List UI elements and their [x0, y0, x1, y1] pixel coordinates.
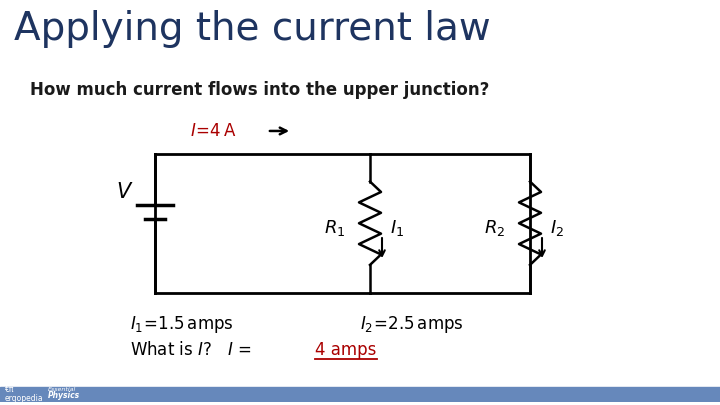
Text: Physics: Physics: [48, 391, 80, 401]
Text: $I\!=\!4\,\mathrm{A}$: $I\!=\!4\,\mathrm{A}$: [190, 122, 236, 140]
Text: What is $I$?   $I\,=\,$: What is $I$? $I\,=\,$: [130, 341, 252, 359]
Text: $I_1\!=\!1.5\,\mathrm{amps}$: $I_1\!=\!1.5\,\mathrm{amps}$: [130, 313, 234, 335]
Text: $I_1$: $I_1$: [390, 218, 404, 238]
Text: $V$: $V$: [116, 182, 134, 202]
Text: $I_2\!=\!2.5\,\mathrm{amps}$: $I_2\!=\!2.5\,\mathrm{amps}$: [360, 313, 464, 335]
Text: Applying the current law: Applying the current law: [14, 10, 490, 48]
Text: $R_1$: $R_1$: [323, 218, 345, 238]
Bar: [0, 387, 720, 402]
Text: 4 amps: 4 amps: [315, 341, 377, 359]
Text: How much current flows into the upper junction?: How much current flows into the upper ju…: [30, 81, 490, 99]
Text: $I_2$: $I_2$: [550, 218, 564, 238]
Text: $R_2$: $R_2$: [484, 218, 505, 238]
Text: €π
ergopedia: €π ergopedia: [5, 384, 44, 403]
Text: Essential: Essential: [48, 388, 76, 392]
